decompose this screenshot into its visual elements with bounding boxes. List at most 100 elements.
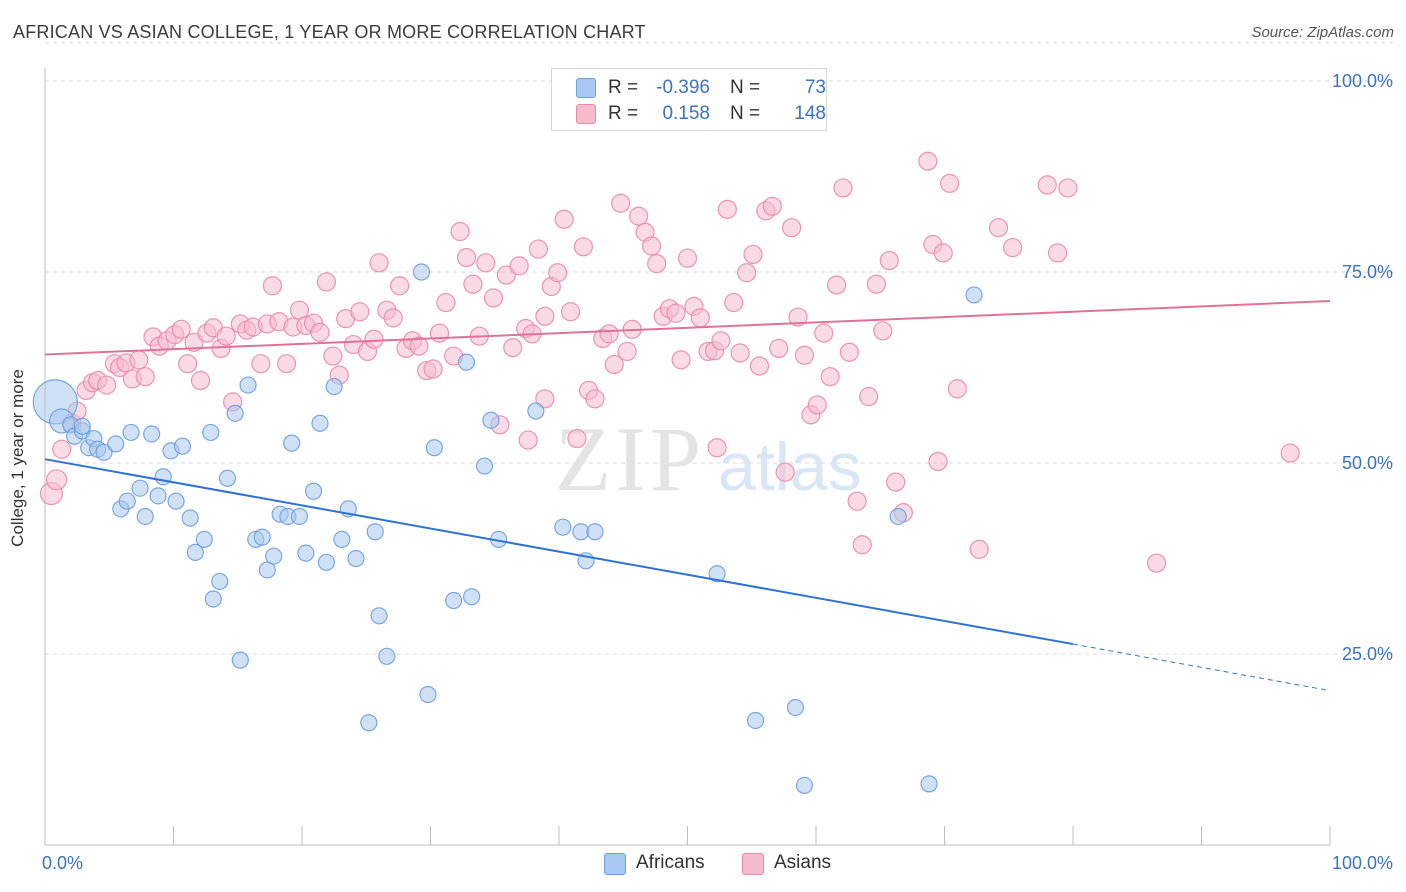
asian-point — [707, 438, 727, 458]
asian-point — [171, 319, 191, 339]
africans-swatch — [576, 78, 596, 98]
african-point — [412, 263, 431, 281]
african-point — [311, 414, 329, 432]
african-point — [889, 507, 907, 526]
y-tick-label-50: 50.0% — [1342, 453, 1393, 473]
african-point — [708, 565, 726, 583]
asian-point — [918, 151, 938, 171]
asian-point — [1146, 553, 1167, 573]
asian-point — [262, 276, 283, 296]
african-point — [297, 544, 315, 562]
asian-point — [423, 359, 443, 379]
asians-n-value: 148 — [794, 103, 826, 124]
african-point — [239, 376, 257, 394]
y-tick-label-100: 100.0% — [1332, 71, 1393, 91]
african-point — [586, 523, 604, 541]
y-tick-label-75: 75.0% — [1342, 262, 1393, 282]
asian-point — [988, 218, 1009, 238]
asian-point — [933, 243, 953, 263]
african-point — [527, 402, 545, 420]
asian-point — [1037, 175, 1057, 195]
asian-point — [762, 196, 782, 216]
asian-point — [45, 469, 68, 491]
asian-point — [604, 354, 624, 375]
african-point — [475, 457, 494, 475]
african-point — [795, 776, 814, 795]
asian-point — [730, 343, 750, 363]
asian-point — [599, 324, 619, 344]
african-point — [457, 353, 476, 371]
axes — [44, 68, 1331, 846]
africans-r-value: -0.396 — [656, 77, 710, 98]
african-point — [149, 487, 167, 505]
africans-points — [32, 263, 983, 795]
legend-africans-swatch — [604, 853, 626, 875]
asian-point — [135, 367, 155, 387]
asian-point — [743, 244, 763, 265]
asian-point — [52, 439, 72, 459]
african-point — [283, 434, 301, 452]
african-point — [258, 561, 276, 579]
asian-point — [535, 306, 555, 326]
africans-r-label: R = — [608, 77, 639, 98]
x-tick-label-100: 100.0% — [1332, 853, 1393, 873]
asian-point — [611, 193, 631, 213]
asian-point — [463, 274, 483, 294]
asian-point — [690, 308, 710, 328]
asian-point — [879, 250, 899, 271]
asian-point — [503, 338, 523, 358]
asians-r-value: 0.158 — [662, 103, 710, 124]
asian-point — [1058, 178, 1078, 198]
asian-point — [717, 199, 737, 219]
asian-point — [509, 256, 529, 276]
asian-point — [585, 389, 605, 409]
watermark-zip: ZIP — [555, 408, 705, 510]
africans-n-value: 73 — [804, 77, 826, 98]
trend-lines — [44, 300, 1331, 692]
asian-point — [737, 263, 757, 283]
african-point — [360, 714, 378, 732]
african-point — [419, 685, 437, 704]
asian-point — [573, 237, 594, 257]
asian-point — [567, 428, 587, 449]
asian-point — [781, 218, 802, 238]
asian-point — [814, 323, 834, 343]
african-point — [747, 711, 765, 730]
asian-point — [886, 472, 906, 492]
african-point — [425, 439, 443, 457]
african-point — [231, 651, 249, 669]
african-point — [463, 588, 481, 606]
african-point — [347, 549, 365, 568]
african-point — [253, 528, 271, 546]
asians-n-label: N = — [730, 103, 761, 124]
asian-point — [788, 307, 808, 327]
asian-point — [554, 209, 574, 229]
asian-point — [436, 292, 456, 313]
asian-point — [1047, 243, 1068, 263]
african-point — [786, 698, 805, 717]
asian-point — [429, 323, 450, 343]
asian-point — [928, 451, 948, 472]
asian-point — [947, 379, 967, 399]
african-point — [136, 507, 154, 526]
asian-point — [833, 178, 853, 198]
african-point — [965, 286, 983, 304]
asian-point — [866, 274, 886, 294]
asian-point — [940, 173, 960, 193]
asian-point — [548, 263, 568, 283]
asian-point — [859, 386, 879, 407]
african-point — [370, 607, 388, 625]
asian-point — [369, 253, 389, 273]
african-point — [131, 479, 149, 497]
africans-n-label: N = — [730, 77, 761, 98]
asian-point — [820, 367, 840, 387]
asian-point — [178, 354, 198, 374]
asian-point — [450, 221, 470, 242]
african-point — [95, 443, 113, 461]
african-point — [107, 435, 125, 453]
african-point — [167, 492, 185, 510]
asian-point — [711, 331, 731, 351]
african-point — [378, 647, 396, 665]
asian-point — [677, 248, 698, 268]
